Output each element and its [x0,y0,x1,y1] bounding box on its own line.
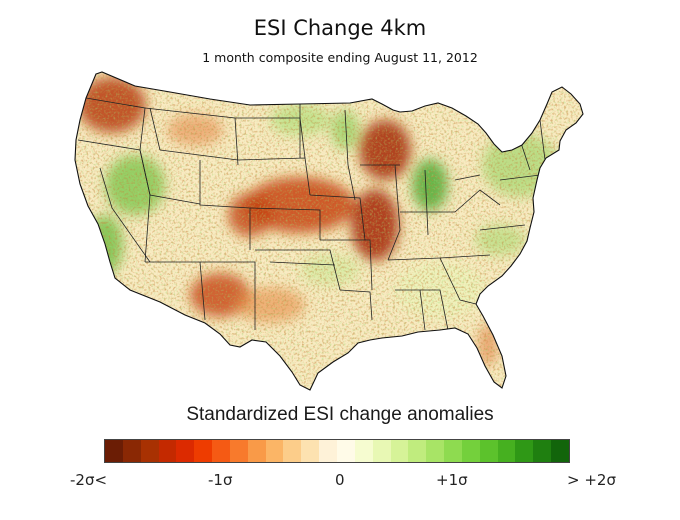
map-subtitle: 1 month composite ending August 11, 2012 [202,50,478,65]
speckle-wet [75,72,583,390]
map-title: ESI Change 4km [253,16,427,40]
legend-swatch [354,440,373,462]
legend-tick-plus1: +1σ [436,471,468,489]
legend-swatch [533,440,552,462]
legend-swatch [265,440,284,462]
legend-swatch [515,440,534,462]
legend-swatch [176,440,195,462]
legend-swatch [497,440,516,462]
legend-swatch [336,440,355,462]
legend-colorbar [104,439,570,463]
legend-swatch [319,440,337,462]
state-boundaries [77,97,546,331]
legend-title: Standardized ESI change anomalies [186,404,494,425]
legend-swatch [390,440,409,462]
legend-swatch [461,440,480,462]
legend-swatch [105,440,123,462]
legend-tick-minus2: -2σ< [70,471,108,489]
legend-swatch [301,440,320,462]
legend-swatch [122,440,141,462]
legend-swatch [444,440,462,462]
legend-tick-zero: 0 [335,471,345,489]
legend-tick-plus2: > +2σ [567,471,616,489]
legend-swatch [229,440,248,462]
legend-swatch [283,440,302,462]
legend-swatch [212,440,230,462]
legend-swatch [372,440,391,462]
legend-swatch [551,440,569,462]
legend-tick-minus1: -1σ [208,471,233,489]
legend-swatch [426,440,445,462]
legend-swatch [479,440,498,462]
legend-swatch [158,440,177,462]
legend-swatch [194,440,213,462]
legend-swatch [408,440,427,462]
legend-swatch [247,440,266,462]
legend-swatch [140,440,159,462]
